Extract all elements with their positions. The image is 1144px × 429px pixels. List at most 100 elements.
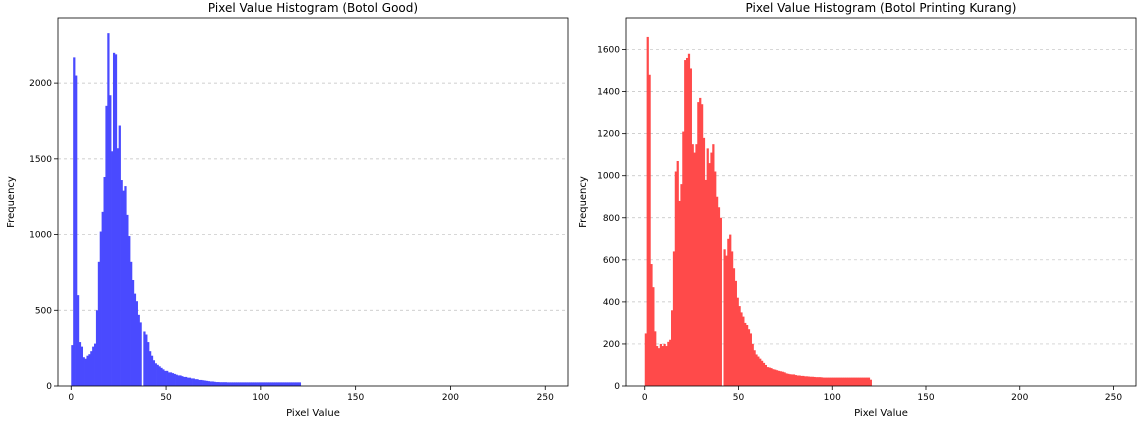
histogram-bar: [813, 376, 816, 386]
histogram-bar: [851, 377, 854, 386]
histogram-bar: [173, 373, 176, 386]
histogram-bar: [137, 314, 140, 386]
histogram-bar: [819, 377, 822, 386]
histogram-bar: [686, 57, 689, 386]
histogram-bar: [864, 377, 867, 386]
histogram-bar: [279, 382, 283, 386]
histogram-bar: [809, 376, 812, 386]
histogram-bar: [794, 375, 797, 386]
histogram-bar: [166, 370, 169, 386]
histogram-bar: [736, 297, 739, 386]
histogram-bar: [76, 295, 80, 386]
histogram-bar: [742, 316, 745, 386]
histogram-bar: [196, 379, 199, 386]
histogram-bar: [149, 351, 152, 386]
histogram-bar: [262, 382, 266, 386]
histogram-bar: [654, 331, 657, 386]
histogram-bar: [755, 354, 758, 386]
histogram-bar: [783, 372, 786, 386]
chart-title: Pixel Value Histogram (Botol Printing Ku…: [746, 1, 1017, 15]
histogram-bar: [158, 366, 161, 386]
histogram-bar: [815, 377, 818, 386]
histogram-bar: [190, 378, 193, 386]
histogram-bar: [162, 369, 165, 386]
histogram-bar: [211, 381, 214, 386]
histogram-bar: [289, 382, 292, 386]
histogram-bar: [253, 382, 256, 386]
histogram-bar: [867, 377, 871, 386]
x-tick-label: 200: [442, 393, 459, 403]
chart-title: Pixel Value Histogram (Botol Good): [208, 1, 418, 15]
histogram-bar: [224, 382, 228, 386]
histogram-bar: [674, 171, 677, 386]
x-tick-label: 100: [824, 393, 841, 403]
histogram-bar: [659, 343, 662, 386]
histogram-bar: [152, 360, 156, 386]
histogram-bar: [719, 217, 722, 386]
histogram-bar: [277, 382, 281, 386]
histogram-bar: [116, 148, 120, 386]
histogram-bar: [828, 377, 831, 386]
histogram-bar: [646, 36, 649, 386]
histogram-bar: [200, 379, 203, 386]
histogram-bar: [836, 377, 839, 386]
histogram-bar: [717, 207, 721, 386]
histogram-bar: [241, 382, 245, 386]
histogram-bar: [644, 333, 647, 386]
histogram-bar: [744, 322, 747, 386]
histogram-bar: [680, 184, 683, 386]
y-axis-label: Frequency: [578, 176, 589, 228]
histogram-bar: [804, 376, 807, 386]
histogram-bar: [232, 382, 235, 386]
histogram-bar: [156, 364, 159, 386]
histogram-bar: [260, 382, 264, 386]
histogram-bar: [695, 144, 698, 386]
histogram-bar: [729, 234, 732, 386]
histogram-bar: [272, 382, 275, 386]
histogram-bar: [107, 33, 110, 386]
histogram-bar: [177, 375, 180, 386]
histogram-bar: [785, 373, 788, 386]
histogram-bar: [192, 378, 195, 386]
histogram-bar: [143, 331, 146, 386]
histogram-bar: [807, 376, 811, 386]
histogram-bar: [761, 360, 764, 386]
histogram-bar: [188, 377, 192, 386]
plot-frame: [625, 17, 1137, 387]
histogram-bar: [171, 373, 175, 386]
histogram-bar: [693, 152, 696, 386]
histogram-bar: [258, 382, 262, 386]
histogram-bar: [866, 377, 869, 386]
histogram-bar: [854, 377, 857, 386]
histogram-bar: [90, 351, 93, 386]
histogram-bar: [751, 343, 754, 386]
histogram-bar: [849, 377, 852, 386]
histogram-bar: [663, 343, 666, 386]
histogram-bar: [701, 104, 704, 387]
y-tick-label: 1200: [597, 130, 620, 140]
histogram-bar: [251, 382, 254, 386]
histogram-bar: [806, 376, 809, 386]
histogram-bar: [731, 251, 734, 386]
histogram-bar: [94, 343, 97, 386]
histogram-bar: [704, 179, 707, 386]
histogram-bar: [843, 377, 846, 386]
histogram-bar: [217, 382, 220, 386]
histogram-bar: [185, 376, 188, 386]
histogram-bar: [84, 358, 87, 386]
histogram-bar: [160, 367, 163, 386]
y-tick-label: 0: [614, 382, 620, 392]
histogram-bar: [826, 377, 829, 386]
histogram-bar: [845, 377, 848, 386]
histogram-bar: [716, 196, 719, 386]
histogram-bar: [285, 382, 288, 386]
histogram-bar: [111, 151, 114, 386]
histogram-bar: [774, 369, 777, 386]
histogram-bar: [78, 342, 82, 386]
histogram-bar: [103, 177, 106, 386]
histogram-bar: [768, 367, 771, 386]
histogram-bar: [702, 137, 706, 386]
histogram-bar: [777, 370, 781, 386]
y-axis-label: Frequency: [6, 176, 17, 228]
